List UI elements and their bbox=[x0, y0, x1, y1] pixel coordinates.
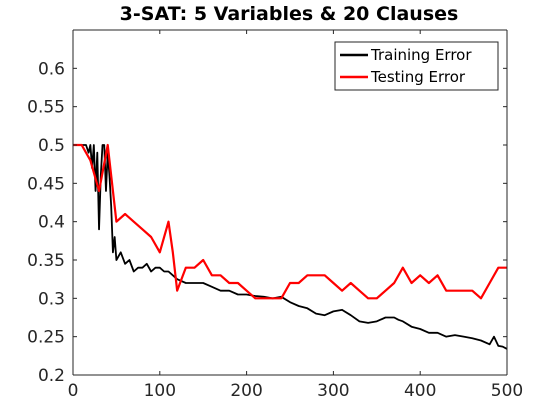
y-tick-label: 0.55 bbox=[27, 98, 65, 118]
y-tick-label: 0.4 bbox=[38, 213, 65, 233]
chart-legend: Training Error Testing Error bbox=[335, 42, 498, 90]
y-tick-label: 0.35 bbox=[27, 251, 65, 271]
y-tick-label: 0.6 bbox=[38, 59, 65, 79]
x-tick-label: 100 bbox=[144, 381, 176, 401]
x-tick-label: 0 bbox=[68, 381, 79, 401]
chart-title: 3-SAT: 5 Variables & 20 Clauses bbox=[120, 3, 459, 25]
legend-label-training-error: Training Error bbox=[370, 46, 472, 64]
x-tick-label: 400 bbox=[404, 381, 436, 401]
x-tick-label: 300 bbox=[317, 381, 349, 401]
x-tick-label: 500 bbox=[491, 381, 523, 401]
y-tick-label: 0.25 bbox=[27, 328, 65, 348]
y-tick-label: 0.3 bbox=[38, 289, 65, 309]
y-tick-label: 0.45 bbox=[27, 174, 65, 194]
x-tick-label: 200 bbox=[230, 381, 262, 401]
y-tick-label: 0.5 bbox=[38, 136, 65, 156]
y-tick-label: 0.2 bbox=[38, 366, 65, 386]
legend-label-testing-error: Testing Error bbox=[370, 68, 466, 86]
